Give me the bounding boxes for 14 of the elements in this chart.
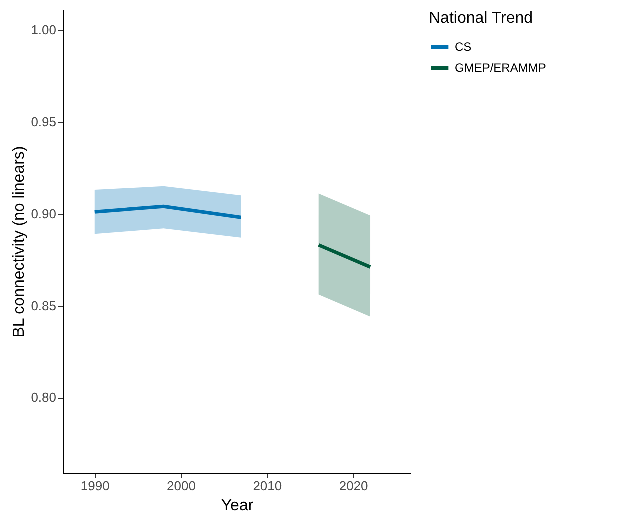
- y-tick-label: 0.95: [31, 114, 56, 130]
- legend-title: National Trend: [429, 10, 534, 27]
- y-axis-title: BL connectivity (no linears): [11, 146, 28, 338]
- y-tick-label: 0.85: [31, 298, 56, 314]
- y-tick-label: 1.00: [31, 22, 56, 38]
- legend-label: GMEP/ERAMMP: [455, 61, 546, 75]
- x-tick-label: 2010: [253, 478, 282, 494]
- y-tick-label: 0.80: [31, 390, 56, 406]
- x-tick-label: 2020: [339, 478, 368, 494]
- x-tick-label: 2000: [167, 478, 196, 494]
- x-tick-label: 1990: [80, 478, 110, 494]
- legend-label: CS: [455, 40, 472, 54]
- x-axis-title: Year: [221, 498, 254, 514]
- y-tick-label: 0.90: [31, 206, 56, 222]
